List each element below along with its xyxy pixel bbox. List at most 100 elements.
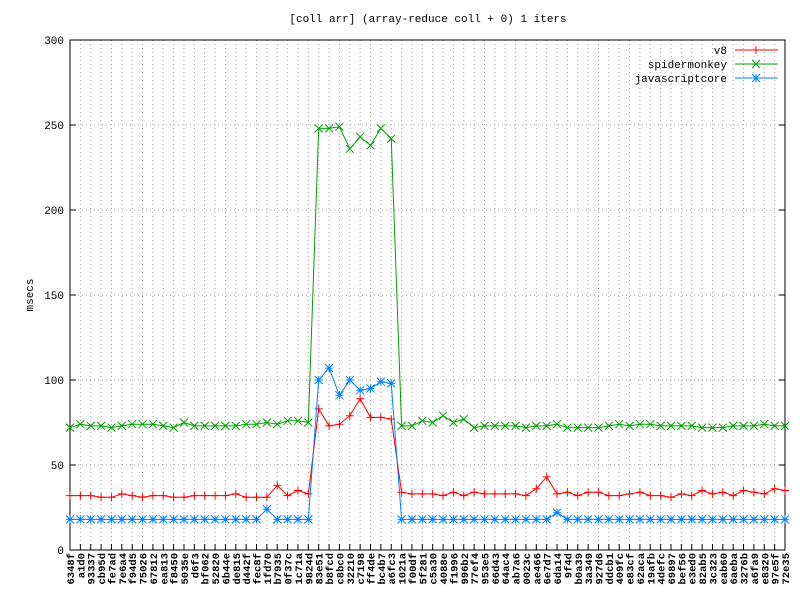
data-point	[480, 421, 489, 431]
data-point	[345, 375, 355, 385]
data-point	[500, 515, 510, 524]
y-tick-label: 300	[44, 36, 64, 48]
data-point	[759, 419, 769, 429]
data-point	[335, 122, 344, 132]
data-point	[210, 421, 220, 431]
data-point	[314, 404, 323, 413]
data-point	[739, 515, 748, 524]
data-point	[490, 515, 500, 524]
data-point	[231, 421, 241, 431]
data-point	[324, 124, 334, 133]
data-point	[117, 515, 127, 524]
series-line	[70, 397, 786, 498]
data-point	[697, 423, 707, 432]
x-tick-label: c8bc0	[335, 553, 347, 585]
x-tick-label: 6da14	[553, 553, 565, 585]
data-point	[532, 484, 541, 493]
data-point	[469, 423, 479, 432]
data-point	[542, 472, 551, 481]
x-tick-label: 3a349	[584, 553, 596, 585]
data-point	[179, 418, 189, 427]
x-tick-label: 83e51	[315, 553, 327, 585]
data-point	[356, 394, 365, 403]
y-axis-label: msecs	[25, 278, 37, 311]
x-tick-label: b0a39	[574, 553, 586, 585]
data-point	[273, 481, 282, 490]
data-point	[107, 493, 116, 502]
data-point	[666, 421, 676, 431]
data-point	[749, 515, 759, 524]
x-tick-label: 97e5f	[771, 553, 783, 585]
data-point	[646, 491, 655, 500]
data-point	[667, 493, 676, 502]
chart-title: [coll arr] (array-reduce coll + 0) 1 ite…	[289, 14, 566, 26]
data-point	[96, 515, 106, 524]
legend-label: v8	[714, 46, 727, 58]
data-point	[635, 488, 644, 497]
data-point	[552, 419, 562, 429]
data-point	[573, 491, 582, 500]
y-tick-label: 150	[44, 291, 64, 303]
data-point	[127, 419, 137, 429]
data-point	[241, 515, 251, 524]
data-point	[583, 423, 593, 432]
data-point	[283, 491, 292, 500]
data-point	[293, 486, 302, 495]
x-tick-label: de815	[232, 553, 244, 585]
data-point	[386, 379, 396, 388]
data-point	[470, 488, 479, 497]
x-tick-label: b7935	[273, 553, 285, 585]
data-point	[117, 421, 127, 431]
data-point	[397, 515, 406, 524]
data-point	[687, 515, 697, 524]
data-point	[718, 423, 728, 432]
data-point	[303, 515, 313, 524]
data-point	[511, 489, 520, 498]
x-tick-label: 93337	[87, 553, 99, 585]
data-point	[366, 141, 375, 150]
x-tick-label: 32210	[346, 553, 358, 585]
x-tick-label: 3276b	[740, 553, 752, 585]
data-point	[128, 491, 137, 500]
data-point	[293, 515, 303, 524]
series-line	[70, 367, 785, 520]
data-point	[594, 423, 603, 432]
data-point	[210, 515, 220, 524]
x-tick-label: ddcb1	[605, 553, 617, 585]
data-point	[386, 134, 396, 143]
data-point	[189, 421, 199, 431]
data-point	[728, 515, 738, 524]
data-point	[272, 419, 282, 429]
data-point	[770, 421, 779, 431]
data-point	[469, 515, 479, 524]
data-point	[553, 489, 562, 498]
x-tick-label: f00df	[408, 553, 420, 585]
legend-marker	[751, 73, 761, 83]
data-point	[418, 489, 427, 498]
data-point	[438, 515, 448, 524]
data-point	[531, 421, 541, 431]
data-point	[449, 488, 458, 497]
x-tick-label: ae466	[532, 553, 544, 585]
data-point	[335, 390, 344, 400]
data-point	[283, 515, 292, 524]
data-point	[272, 515, 282, 524]
data-point	[459, 414, 469, 424]
data-point	[501, 489, 510, 498]
data-point	[293, 416, 303, 426]
x-tick-label: e83cf	[626, 553, 638, 585]
data-point	[221, 491, 230, 500]
data-point	[687, 421, 697, 431]
data-point	[189, 515, 199, 524]
x-tick-label: 4defc	[657, 553, 669, 585]
data-point	[325, 421, 334, 430]
x-tick-label: ab7a6	[512, 553, 524, 585]
data-point	[604, 491, 613, 500]
data-point	[708, 423, 717, 432]
data-point	[428, 418, 438, 427]
data-point	[542, 421, 552, 431]
data-point	[65, 515, 75, 524]
data-point	[221, 421, 230, 431]
data-point	[345, 411, 354, 420]
data-point	[66, 491, 74, 500]
